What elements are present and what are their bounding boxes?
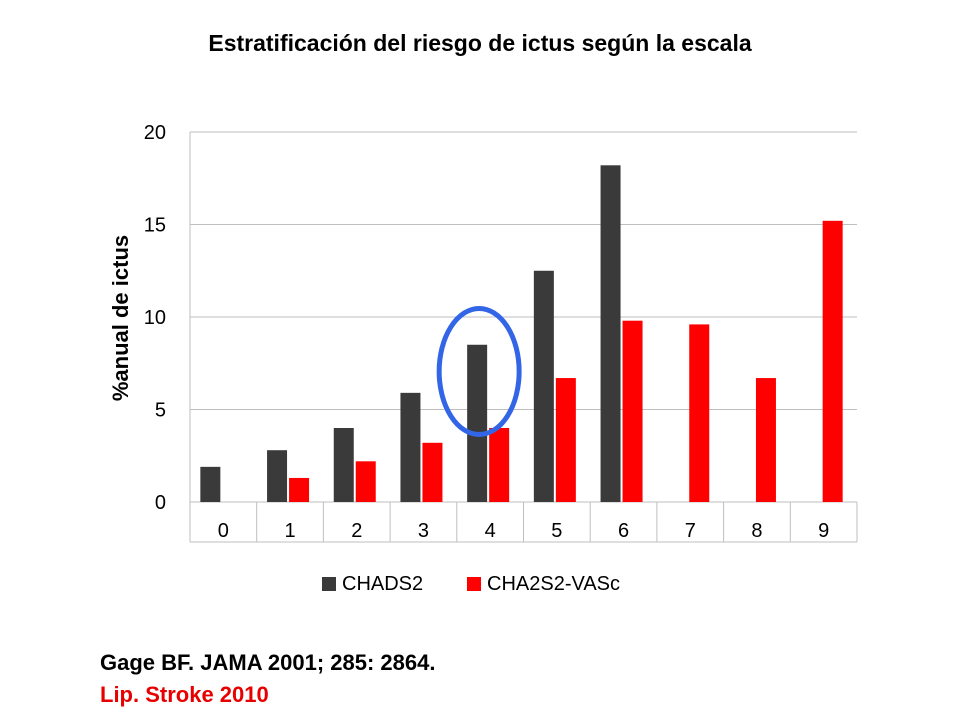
x-tick-label: 9 <box>818 520 829 542</box>
y-axis-label: %anual de ictus <box>108 235 133 401</box>
bar-cha2s2-vasc-3 <box>422 442 443 502</box>
legend-label-1: CHA2S2-VASc <box>487 573 620 595</box>
bar-chads2-0 <box>200 466 221 502</box>
bar-cha2s2-vasc-7 <box>689 324 710 502</box>
bar-cha2s2-vasc-4 <box>489 428 510 502</box>
x-tick-label: 3 <box>418 520 429 542</box>
bar-chads2-6 <box>600 165 621 503</box>
y-tick-label: 20 <box>144 122 166 144</box>
bar-cha2s2-vasc-8 <box>755 378 776 502</box>
x-tick-label: 2 <box>351 520 362 542</box>
x-tick-label: 8 <box>751 520 762 542</box>
y-tick-label: 10 <box>144 307 166 329</box>
x-tick-label: 5 <box>551 520 562 542</box>
chart-title: Estratificación del riesgo de ictus segú… <box>208 30 752 56</box>
bar-cha2s2-vasc-2 <box>355 461 376 502</box>
highlight-ellipse <box>436 305 522 437</box>
x-tick-label: 4 <box>485 520 496 542</box>
reference-lip: Lip. Stroke 2010 <box>100 682 269 707</box>
bar-cha2s2-vasc-5 <box>555 378 576 502</box>
y-tick-label: 5 <box>155 400 166 422</box>
x-tick-label: 1 <box>284 520 295 542</box>
bar-chads2-1 <box>267 450 288 502</box>
bar-chart: 0 5 10 15 20 0 1 2 3 4 5 6 7 8 9 %anual de ictus CHADS2 C… <box>108 122 858 595</box>
bar-chads2-4 <box>467 344 488 502</box>
bar-chads2-2 <box>333 428 354 502</box>
reference-gage: Gage BF. JAMA 2001; 285: 2864. <box>100 650 436 675</box>
bar-chads2-5 <box>533 270 554 502</box>
y-tick-label: 0 <box>155 492 166 514</box>
bar-chads2-3 <box>400 392 421 502</box>
bar-cha2s2-vasc-1 <box>289 477 310 502</box>
y-tick-label: 15 <box>144 215 166 237</box>
x-tick-label: 0 <box>218 520 229 542</box>
x-tick-label: 6 <box>618 520 629 542</box>
x-tick-label: 7 <box>685 520 696 542</box>
legend-swatch-0 <box>322 577 336 591</box>
legend-label-0: CHADS2 <box>342 573 423 595</box>
bar-cha2s2-vasc-9 <box>822 220 843 503</box>
bar-cha2s2-vasc-6 <box>622 320 643 502</box>
legend-swatch-1 <box>467 577 481 591</box>
